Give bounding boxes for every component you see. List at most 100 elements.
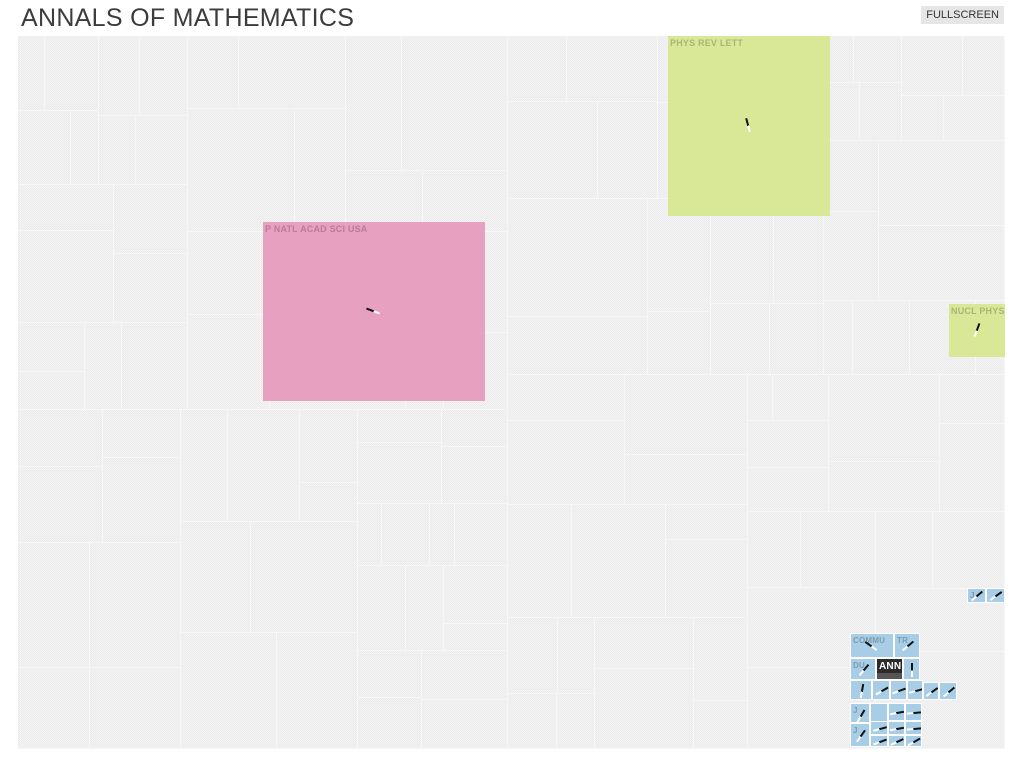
treemap-cell[interactable] [122, 323, 188, 410]
tile-nucl-phys[interactable]: NUCL PHYS [949, 304, 1005, 357]
treemap-cell[interactable] [422, 651, 508, 700]
tile-small[interactable] [923, 682, 939, 700]
tile-small[interactable] [905, 703, 922, 721]
treemap-cell[interactable] [188, 36, 239, 109]
treemap-cell[interactable] [18, 111, 71, 185]
treemap-cell[interactable] [824, 36, 854, 83]
treemap-cell[interactable] [694, 701, 748, 749]
treemap-cell[interactable] [382, 504, 430, 566]
tile-small[interactable] [888, 735, 905, 747]
treemap-cell[interactable] [829, 462, 940, 512]
treemap-cell[interactable] [902, 36, 963, 96]
treemap-cell[interactable] [406, 566, 444, 651]
treemap-cell[interactable] [18, 231, 114, 323]
treemap-cell[interactable] [358, 443, 442, 504]
treemap-cell[interactable] [99, 36, 140, 116]
treemap-cell[interactable] [251, 522, 358, 633]
treemap-cell[interactable] [557, 694, 595, 749]
tile-small[interactable] [907, 680, 923, 700]
tile-small[interactable] [870, 721, 888, 735]
treemap-cell[interactable] [103, 410, 181, 458]
tile-small[interactable] [986, 588, 1005, 603]
treemap-cell[interactable] [902, 96, 944, 141]
treemap-cell[interactable] [295, 109, 346, 232]
treemap-cell[interactable] [748, 421, 829, 468]
treemap-cell[interactable] [876, 512, 933, 589]
treemap-cell[interactable] [748, 588, 876, 668]
treemap-cell[interactable] [358, 651, 422, 698]
treemap-cell[interactable] [572, 505, 666, 618]
treemap[interactable]: PHYS REV LETT P NATL ACAD SCI USA NUCL P… [18, 36, 1005, 749]
treemap-cell[interactable] [18, 410, 103, 467]
tile-j[interactable]: J [850, 723, 870, 747]
tile-small[interactable] [850, 680, 872, 700]
treemap-cell[interactable] [940, 375, 1005, 424]
treemap-cell[interactable] [598, 102, 658, 199]
treemap-cell[interactable] [824, 301, 853, 375]
treemap-cell[interactable] [444, 624, 508, 651]
treemap-cell[interactable] [444, 566, 508, 624]
treemap-cell[interactable] [558, 618, 595, 694]
treemap-cell[interactable] [71, 111, 99, 185]
treemap-cell[interactable] [358, 566, 406, 651]
treemap-cell[interactable] [444, 333, 508, 410]
treemap-cell[interactable] [18, 543, 90, 668]
treemap-cell[interactable] [90, 543, 181, 668]
treemap-cell[interactable] [711, 199, 774, 304]
treemap-cell[interactable] [748, 468, 829, 512]
tile-ann-selected[interactable]: ANN [876, 658, 903, 680]
treemap-cell[interactable] [508, 694, 557, 749]
treemap-cell[interactable] [625, 455, 748, 505]
treemap-cell[interactable] [963, 36, 1005, 96]
treemap-cell[interactable] [801, 512, 876, 588]
treemap-cell[interactable] [508, 36, 567, 102]
tile-j[interactable]: J [967, 588, 986, 603]
tile-small[interactable] [905, 721, 922, 735]
treemap-cell[interactable] [508, 505, 572, 618]
treemap-cell[interactable] [829, 375, 940, 462]
treemap-cell[interactable] [876, 652, 1005, 749]
treemap-cell[interactable] [625, 375, 748, 455]
treemap-cell[interactable] [770, 304, 824, 375]
treemap-cell[interactable] [773, 375, 829, 421]
treemap-cell[interactable] [358, 698, 422, 749]
treemap-cell[interactable] [879, 226, 1005, 301]
tile-du[interactable]: DU [850, 658, 876, 680]
treemap-cell[interactable] [358, 504, 382, 566]
treemap-cell[interactable] [508, 317, 648, 375]
treemap-cell[interactable] [181, 410, 228, 522]
treemap-cell[interactable] [508, 102, 598, 199]
treemap-cell[interactable] [774, 199, 824, 304]
treemap-cell[interactable] [181, 633, 277, 749]
tile-j[interactable]: J [850, 703, 870, 723]
treemap-cell[interactable] [422, 700, 508, 749]
tile-small[interactable] [872, 680, 890, 700]
treemap-cell[interactable] [140, 36, 188, 116]
tile-p-natl-acad-sci-usa[interactable]: P NATL ACAD SCI USA [263, 222, 485, 401]
treemap-cell[interactable] [300, 483, 358, 522]
tile-small[interactable] [888, 721, 905, 735]
treemap-cell[interactable] [508, 421, 625, 505]
treemap-cell[interactable] [228, 410, 300, 522]
treemap-cell[interactable] [18, 185, 114, 231]
treemap-cell[interactable] [824, 141, 879, 212]
tile-small[interactable] [890, 680, 907, 700]
treemap-cell[interactable] [455, 504, 508, 566]
treemap-cell[interactable] [346, 36, 402, 171]
treemap-cell[interactable] [442, 410, 508, 447]
treemap-cell[interactable] [442, 447, 508, 504]
tile-commu[interactable]: COMMU [850, 633, 894, 658]
tile-small[interactable] [870, 735, 888, 747]
treemap-cell[interactable] [876, 589, 1005, 652]
treemap-cell[interactable] [748, 512, 801, 588]
treemap-cell[interactable] [748, 375, 773, 421]
treemap-cell[interactable] [648, 199, 711, 312]
treemap-cell[interactable] [933, 512, 1005, 589]
treemap-cell[interactable] [136, 116, 188, 185]
treemap-cell[interactable] [18, 372, 85, 410]
treemap-cell[interactable] [854, 36, 902, 83]
treemap-cell[interactable] [18, 323, 85, 372]
tile-tr[interactable]: TR [894, 633, 920, 658]
treemap-cell[interactable] [188, 109, 295, 232]
tile-phys-rev-lett[interactable]: PHYS REV LETT [668, 36, 830, 216]
